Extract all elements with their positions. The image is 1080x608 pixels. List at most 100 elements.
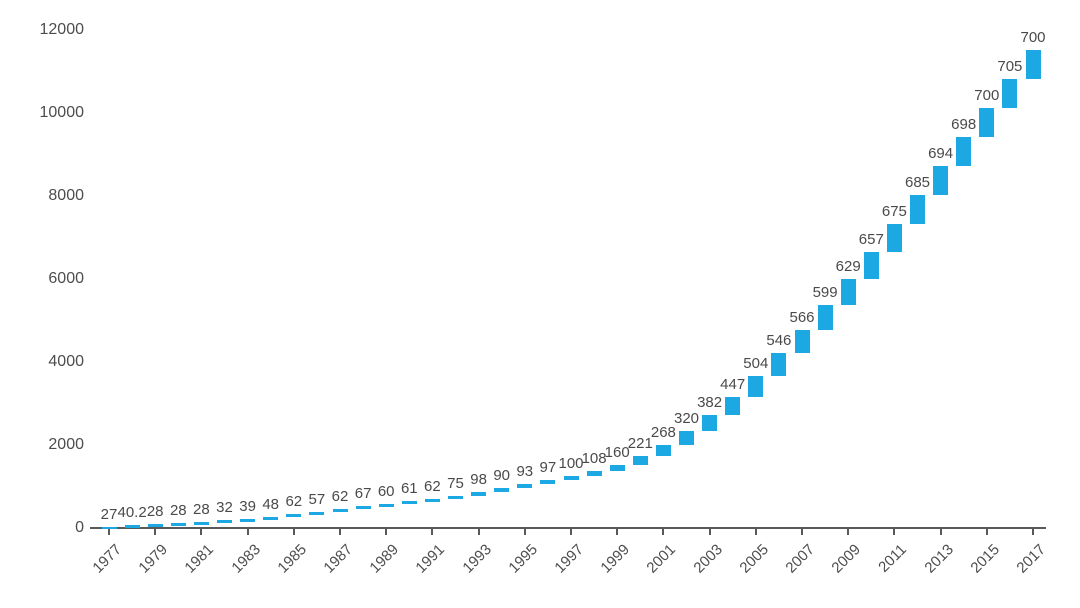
bar-2012[interactable] [910,195,925,224]
x-axis-tick [708,529,711,535]
bar-2008[interactable] [817,304,833,330]
x-axis-tick [801,529,803,535]
bar-2007[interactable] [794,329,810,354]
x-axis-line [90,527,1046,529]
data-label-1978: 40.2 [117,504,147,522]
y-axis-tick-label: 12000 [39,21,85,38]
x-axis-tick-label: 1985 [274,541,310,577]
x-axis-tick [893,529,896,535]
data-label-1989: 60 [377,483,395,500]
bar-2002[interactable] [679,431,694,445]
data-label-1992: 75 [447,474,464,492]
y-axis-tick-label: 4000 [48,353,84,370]
bar-1999[interactable] [609,464,625,472]
data-label-1986: 57 [308,490,326,508]
bar-1993[interactable] [471,491,487,496]
y-axis-tick-label: 10000 [39,104,85,121]
data-label-1994: 90 [493,466,511,484]
bar-1977[interactable] [101,526,117,529]
data-label-1990: 61 [400,480,418,498]
x-axis-tick [1032,529,1034,535]
data-label-2015: 700 [974,87,1000,105]
x-axis-tick-label: 1987 [320,541,357,577]
x-axis-tick [939,529,942,535]
bar-1990[interactable] [401,501,417,505]
x-axis-tick-label: 1993 [458,541,495,577]
bar-2014[interactable] [956,137,972,167]
bar-1987[interactable] [332,509,348,513]
data-label-2012: 685 [904,174,931,192]
bar-1982[interactable] [217,520,232,524]
bar-2016[interactable] [1002,79,1018,109]
bar-2001[interactable] [655,444,671,456]
data-label-2001: 268 [650,423,676,441]
data-label-2010: 657 [858,230,884,248]
bar-1979[interactable] [147,524,163,528]
bar-1992[interactable] [448,495,463,499]
bar-1985[interactable] [286,514,302,518]
bar-2005[interactable] [748,375,764,397]
x-axis-tick-label: 1979 [135,541,172,577]
x-axis-tick [477,529,480,535]
bar-2000[interactable] [632,455,648,465]
data-label-2014: 698 [951,116,977,134]
data-label-1997: 100 [558,454,584,472]
bar-2017[interactable] [1025,49,1041,80]
bar-2011[interactable] [886,223,902,252]
x-axis-tick-label: 2005 [736,541,772,577]
x-axis-tick-label: 1989 [366,541,403,577]
data-label-2002: 320 [673,410,700,428]
x-axis-tick-label: 1997 [551,541,588,577]
bar-1983[interactable] [240,518,256,522]
x-axis-tick [985,529,988,535]
bar-1995[interactable] [517,484,533,488]
bar-1981[interactable] [193,521,209,525]
x-axis-tick [523,529,526,535]
x-axis-tick-label: 2011 [875,541,911,576]
bar-1986[interactable] [309,511,325,515]
x-axis-tick-label: 2007 [782,541,819,577]
bar-2013[interactable] [933,166,949,196]
bar-1980[interactable] [170,522,186,526]
y-axis-tick-label: 8000 [48,187,84,204]
x-axis-tick [154,529,157,535]
bar-1978[interactable] [124,525,140,529]
data-label-1981: 28 [193,500,210,518]
bar-1997[interactable] [563,475,579,481]
data-label-1996: 97 [539,459,557,477]
data-label-1995: 93 [516,463,534,481]
bar-1988[interactable] [355,506,371,510]
bar-2006[interactable] [771,353,787,376]
bar-2010[interactable] [863,251,879,279]
data-label-1984: 48 [262,495,280,513]
bar-1994[interactable] [494,487,510,492]
bar-1998[interactable] [586,471,602,476]
bar-2004[interactable] [725,396,741,416]
data-label-2003: 382 [697,394,723,412]
x-axis-tick-label: 1991 [412,541,449,577]
bar-1984[interactable] [263,516,279,520]
bar-1996[interactable] [540,480,556,485]
x-axis-tick [200,529,203,535]
data-label-2013: 694 [928,145,954,163]
x-axis-tick [616,529,619,535]
bar-1989[interactable] [378,504,394,507]
bar-2009[interactable] [840,278,856,305]
bar-2003[interactable] [702,415,718,432]
data-label-2007: 566 [789,308,815,326]
x-axis-tick-label: 1983 [227,541,264,577]
bar-2015[interactable] [979,108,995,138]
x-axis-tick-label: 1977 [89,541,126,577]
y-axis-tick-label: 2000 [48,436,84,453]
data-label-1985: 62 [285,493,303,511]
bar-1991[interactable] [424,498,440,502]
data-label-1998: 108 [581,450,607,468]
data-label-1982: 32 [216,499,233,517]
data-label-2006: 546 [766,332,792,350]
x-axis-tick [246,529,249,535]
x-axis-tick-label: 2015 [967,541,1003,577]
data-label-1977: 27 [100,505,118,523]
x-axis-tick-label: 2009 [828,541,865,577]
